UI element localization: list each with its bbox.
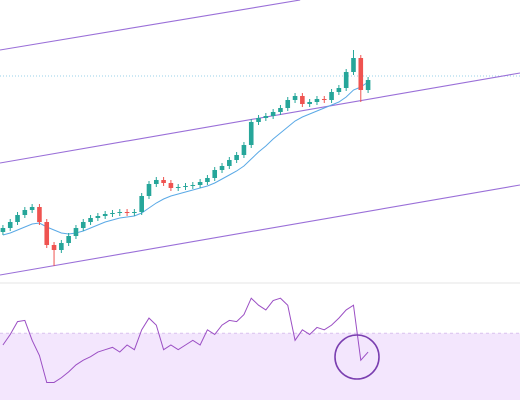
candle-body [95,216,101,218]
candle-body [117,212,123,213]
candle-body [321,99,327,100]
candle-body [358,58,364,90]
candle-body [197,182,203,185]
candle-body [15,215,20,222]
candle-body [351,58,356,72]
candle-body [80,222,86,228]
channel-line [0,184,520,276]
candle-body [88,218,93,222]
candle-body [278,108,283,112]
candle-body [336,88,342,92]
candle-body [59,243,64,250]
candle-body [124,212,130,213]
candle-body [51,245,57,250]
candle-body [37,207,42,222]
candle-body [153,180,159,184]
candle-body [0,228,6,232]
candle-body [343,72,349,88]
candle-body [285,100,291,108]
candle-body [183,186,188,187]
candle-body [146,184,152,196]
candle-body [190,185,196,186]
candle-body [263,116,269,118]
annotation-circle [334,334,380,380]
candle-body [219,166,225,170]
candle-body [241,145,247,155]
candle-body [139,196,144,212]
candle-body [292,96,298,100]
candle-body [7,222,13,228]
candle-body [365,80,371,90]
candle-body [300,96,305,104]
candle-body [205,178,210,182]
candle-body [161,180,166,183]
candle-body [102,214,108,216]
channel-line [0,0,301,51]
candle-body [110,213,115,214]
candle-body [29,207,35,210]
candle-body [73,228,79,236]
candle-body [132,212,137,213]
candle-body [168,183,174,188]
candle-body [227,160,232,166]
candle-body [212,170,218,178]
rsi-band [0,333,520,400]
candle-body [270,112,276,116]
candle-body [175,187,181,188]
candle-body [44,222,50,245]
candle-body [234,155,239,160]
candle-body [329,92,334,100]
candle-body [22,210,28,215]
candle-body [256,118,261,122]
moving-average [2,81,369,236]
candle-body [248,122,254,145]
candle-body [66,236,71,243]
rsi-line [2,297,369,383]
candle-body [314,99,320,102]
candle-body [307,102,312,104]
